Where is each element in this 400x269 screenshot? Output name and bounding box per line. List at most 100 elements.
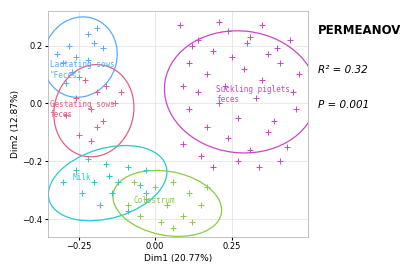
Point (124, 208, 131, 213)
Point (100, 119, 106, 123)
Text: Lactating sows
"Feces": Lactating sows "Feces" (50, 61, 114, 80)
Point (130, 179, 137, 184)
Point (103, 162, 109, 167)
Point (78, 191, 85, 195)
Point (188, 43, 195, 48)
Text: R² = 0.32: R² = 0.32 (318, 65, 368, 75)
Point (186, 107, 192, 111)
Point (179, 84, 186, 88)
Point (277, 61, 284, 65)
Point (143, 197, 149, 201)
Point (84, 156, 91, 161)
Point (228, 55, 235, 59)
Point (112, 101, 118, 106)
Point (72, 95, 79, 100)
Point (176, 23, 183, 27)
Point (164, 203, 170, 207)
Point (106, 174, 112, 178)
Point (204, 72, 210, 77)
Point (259, 23, 265, 27)
Point (94, 90, 100, 94)
Point (277, 159, 284, 164)
Point (158, 220, 164, 224)
Point (136, 214, 143, 219)
Point (124, 165, 131, 169)
Point (72, 168, 79, 172)
Point (286, 38, 293, 42)
Point (247, 148, 253, 152)
Point (143, 168, 149, 172)
Point (88, 139, 94, 143)
Point (72, 55, 79, 59)
Point (292, 107, 299, 111)
Point (179, 214, 186, 219)
Point (198, 153, 204, 158)
Text: PERMEANOVA: PERMEANOVA (318, 24, 400, 37)
Point (188, 220, 195, 224)
Point (63, 113, 70, 117)
Point (253, 95, 259, 100)
Point (136, 182, 143, 187)
Point (240, 66, 247, 71)
Point (290, 90, 296, 94)
Point (84, 58, 91, 62)
Point (210, 165, 216, 169)
Point (244, 40, 250, 45)
Point (97, 203, 103, 207)
Point (118, 90, 125, 94)
Point (91, 40, 97, 45)
Point (225, 136, 232, 140)
Text: Gestating sows
feces: Gestating sows feces (50, 100, 114, 119)
Point (100, 46, 106, 51)
Point (124, 203, 131, 207)
Y-axis label: Dim2 (12.87%): Dim2 (12.87%) (10, 90, 20, 158)
Point (265, 130, 272, 134)
Point (247, 35, 253, 39)
Point (204, 185, 210, 190)
Point (198, 203, 204, 207)
Text: Milk: Milk (72, 173, 91, 182)
Point (256, 165, 262, 169)
Point (259, 78, 265, 82)
X-axis label: Dim1 (20.77%): Dim1 (20.77%) (144, 254, 212, 263)
Text: P = 0.001: P = 0.001 (318, 100, 369, 109)
Point (195, 90, 201, 94)
Point (88, 107, 94, 111)
Point (94, 125, 100, 129)
Point (109, 191, 116, 195)
Text: Colostrum: Colostrum (134, 196, 175, 205)
Point (84, 32, 91, 36)
Point (186, 61, 192, 65)
Point (234, 116, 241, 120)
Point (94, 26, 100, 30)
Point (216, 20, 222, 24)
Point (60, 61, 66, 65)
Point (170, 179, 177, 184)
Point (152, 185, 158, 190)
Point (216, 101, 222, 106)
Point (60, 179, 66, 184)
Point (54, 52, 60, 56)
Point (115, 179, 122, 184)
Point (82, 78, 88, 82)
Point (186, 191, 192, 195)
Point (296, 72, 302, 77)
Point (75, 133, 82, 137)
Point (195, 38, 201, 42)
Point (222, 84, 229, 88)
Point (204, 125, 210, 129)
Point (143, 191, 149, 195)
Point (91, 179, 97, 184)
Text: Suckling piglets
feces: Suckling piglets feces (216, 85, 290, 104)
Point (170, 226, 177, 230)
Point (225, 29, 232, 33)
Point (265, 52, 272, 56)
Point (234, 159, 241, 164)
Point (103, 84, 109, 88)
Point (66, 43, 73, 48)
Point (179, 142, 186, 146)
Point (274, 46, 281, 51)
Point (210, 49, 216, 54)
Point (283, 145, 290, 149)
Point (75, 75, 82, 80)
